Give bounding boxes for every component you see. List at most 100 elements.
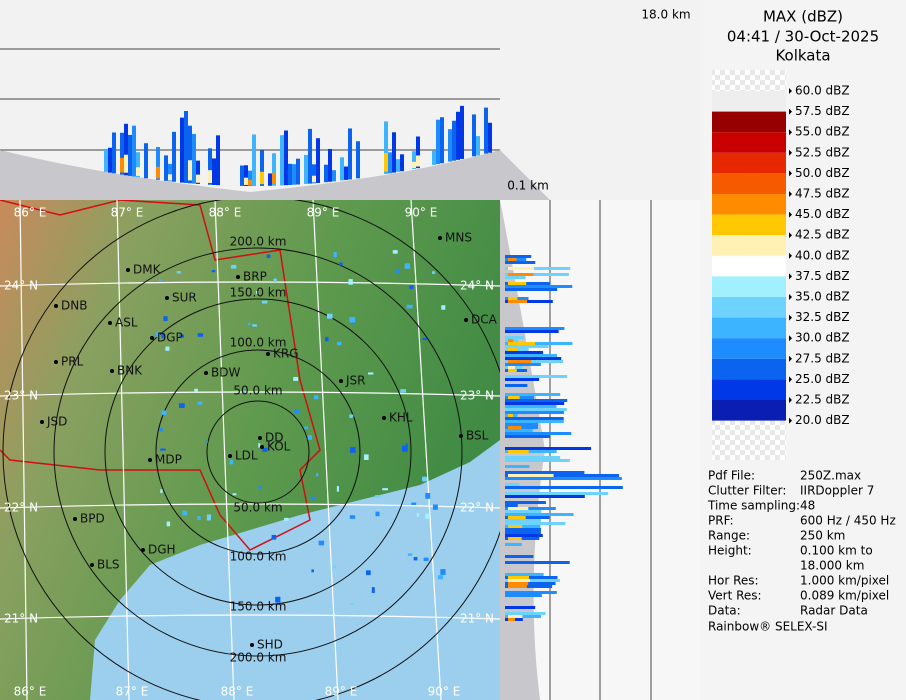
city-label: KRG [273,347,299,361]
legend-marker [789,376,792,383]
city-dot [339,379,343,383]
city-label: DD [265,431,283,445]
echo [124,154,128,173]
parallel [0,281,500,287]
ring-label: 100.0 km [230,336,287,350]
echo [324,336,329,342]
parallel [0,391,500,397]
echo [505,486,623,489]
echo [505,471,585,474]
lon-label: 88° E [209,206,242,220]
echo [197,333,204,337]
echo [508,267,535,270]
city-dot [165,296,169,300]
city-label: ASL [115,316,138,330]
echo [262,447,268,452]
echo [505,399,568,402]
echo [316,473,319,477]
city-label: BLS [97,558,120,572]
city-dot [148,458,152,462]
info-value: IIRDoppler 7 [800,484,874,498]
echo [505,411,564,414]
echo [505,516,550,519]
legend-marker [789,149,792,156]
echo [208,148,212,185]
echo [505,483,520,486]
legend-swatch [712,194,786,215]
legend-swatch [712,235,786,256]
echo [505,474,620,477]
echo [508,339,514,342]
city-dot [250,643,254,647]
echo [505,408,567,411]
info-key: Clutter Filter: [708,484,786,498]
echo [452,120,456,161]
echo [508,585,527,588]
echo [271,534,277,540]
info-key: Vert Res: [708,589,762,603]
echo [179,334,185,338]
echo [367,372,374,375]
legend-label: 30.0 dBZ [795,331,850,345]
legend-swatch [712,111,786,133]
echo [476,136,480,156]
legend-label: 42.5 dBZ [795,228,850,242]
legend-swatch [712,379,786,400]
echo [508,450,529,453]
echo [505,447,592,450]
echo [423,557,429,561]
echo [505,465,530,468]
legend-swatch [712,276,786,297]
legend-marker [789,294,792,300]
echo [160,448,166,451]
city-dot [228,454,232,458]
info-value: 48 [800,499,815,513]
echo [365,570,371,576]
ring-label: 100.0 km [230,550,287,564]
ring-label: 50.0 km [233,384,282,398]
echo [440,569,446,575]
echo [172,131,176,182]
echo [156,166,160,179]
city-dot [108,321,112,325]
echo [356,141,360,179]
echo [382,488,389,491]
city-label: DGP [157,331,183,345]
echo [316,138,320,183]
echo [432,504,438,510]
city-dot [150,336,154,340]
echo [396,159,400,172]
echo [244,165,248,186]
echo [194,388,198,392]
info-value: 0.089 km/pixel [800,589,889,603]
echo [508,258,517,261]
echo [196,160,200,184]
echo [384,152,388,172]
range-ring [53,247,463,657]
echo [505,417,564,420]
city-label: JSR [345,374,366,388]
echo [396,268,400,274]
echo [508,426,522,429]
echo [188,160,192,181]
range-ring [206,400,310,504]
corner [500,0,700,200]
echo [384,121,388,174]
echo [460,105,464,159]
info-key: Pdf File: [708,469,755,483]
city-dot [40,420,44,424]
ring-label: 50.0 km [233,501,282,515]
echo [333,564,336,569]
echo [244,177,248,185]
echo [505,276,526,279]
legend-marker [789,355,792,362]
range-ring [104,298,412,606]
echo [307,435,313,440]
city-dot [260,445,264,449]
echo [258,443,261,448]
legend-swatch [712,297,786,318]
city-dot [438,236,442,240]
content: 60.0 dBZ 57.5 dBZ 55.0 dBZ 52.5 dBZ 50.0 dBZ… [4,84,896,699]
echo [350,447,356,453]
echo [505,582,556,585]
